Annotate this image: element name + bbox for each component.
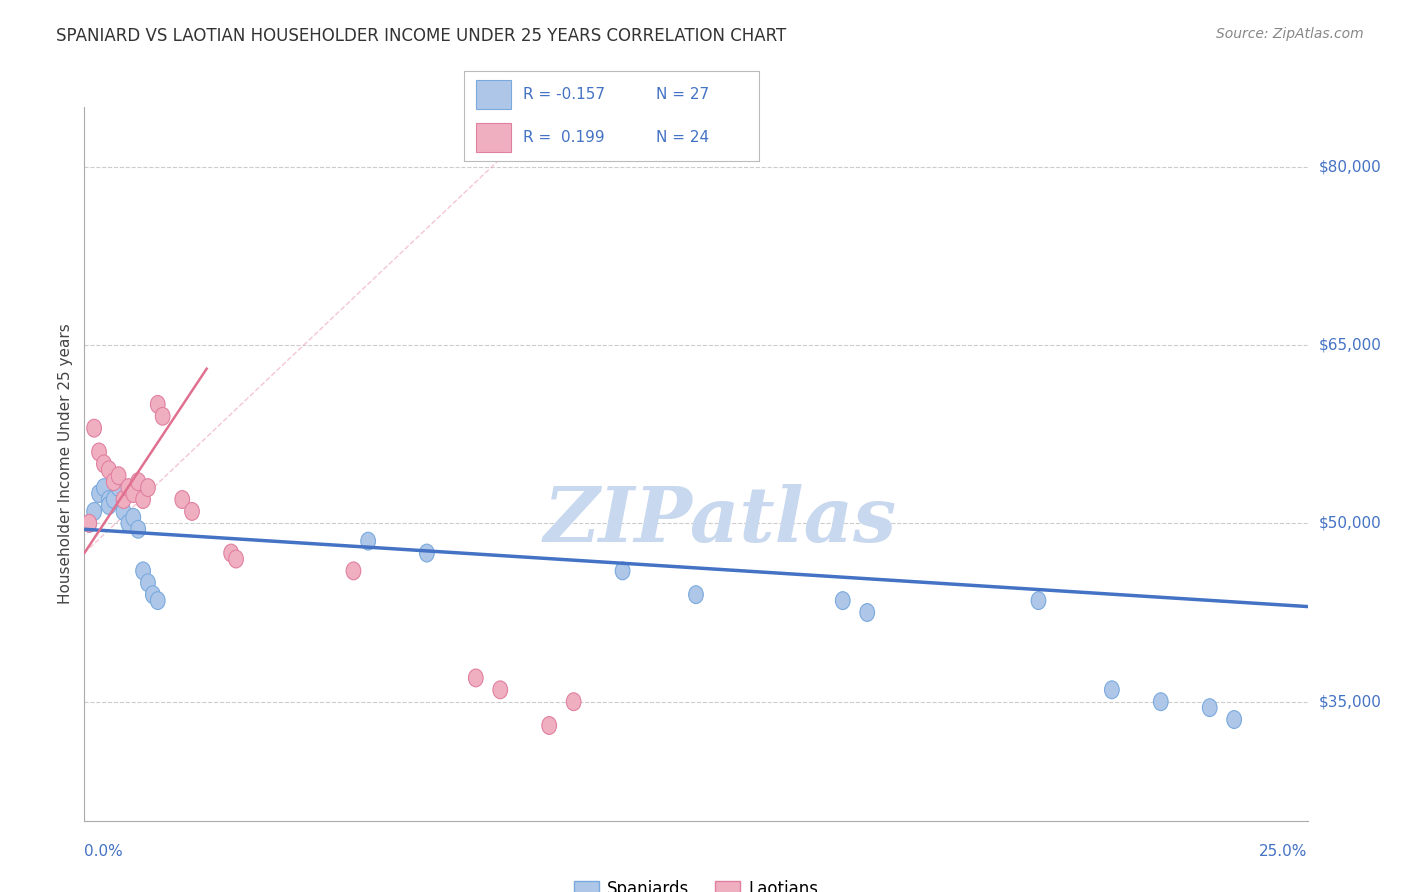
- Ellipse shape: [91, 484, 107, 502]
- Ellipse shape: [131, 520, 146, 538]
- Text: 0.0%: 0.0%: [84, 845, 124, 859]
- Ellipse shape: [184, 502, 200, 520]
- Ellipse shape: [150, 591, 165, 609]
- Text: $50,000: $50,000: [1319, 516, 1382, 531]
- Legend: Spaniards, Laotians: Spaniards, Laotians: [568, 874, 824, 892]
- Ellipse shape: [121, 515, 136, 533]
- Ellipse shape: [229, 550, 243, 568]
- Ellipse shape: [101, 461, 117, 479]
- Ellipse shape: [616, 562, 630, 580]
- Bar: [475, 80, 512, 109]
- Ellipse shape: [117, 502, 131, 520]
- Text: $65,000: $65,000: [1319, 337, 1382, 352]
- Text: R =  0.199: R = 0.199: [523, 130, 605, 145]
- Ellipse shape: [468, 669, 484, 687]
- Ellipse shape: [117, 491, 131, 508]
- Text: N = 27: N = 27: [655, 87, 709, 102]
- Text: SPANIARD VS LAOTIAN HOUSEHOLDER INCOME UNDER 25 YEARS CORRELATION CHART: SPANIARD VS LAOTIAN HOUSEHOLDER INCOME U…: [56, 27, 786, 45]
- Ellipse shape: [107, 491, 121, 508]
- Ellipse shape: [361, 533, 375, 550]
- Ellipse shape: [1202, 698, 1218, 716]
- Ellipse shape: [127, 508, 141, 526]
- Ellipse shape: [1153, 693, 1168, 711]
- Ellipse shape: [136, 562, 150, 580]
- Ellipse shape: [107, 473, 121, 491]
- Ellipse shape: [346, 562, 361, 580]
- Ellipse shape: [87, 419, 101, 437]
- Ellipse shape: [91, 443, 107, 461]
- Ellipse shape: [111, 467, 127, 484]
- Ellipse shape: [860, 604, 875, 622]
- Ellipse shape: [111, 479, 127, 497]
- Text: $80,000: $80,000: [1319, 159, 1382, 174]
- Ellipse shape: [150, 395, 165, 413]
- Ellipse shape: [97, 455, 111, 473]
- Ellipse shape: [121, 479, 136, 497]
- Ellipse shape: [419, 544, 434, 562]
- Ellipse shape: [82, 515, 97, 533]
- Text: 25.0%: 25.0%: [1260, 845, 1308, 859]
- Text: N = 24: N = 24: [655, 130, 709, 145]
- Text: Source: ZipAtlas.com: Source: ZipAtlas.com: [1216, 27, 1364, 41]
- Text: $35,000: $35,000: [1319, 694, 1382, 709]
- Ellipse shape: [87, 502, 101, 520]
- Ellipse shape: [127, 484, 141, 502]
- Ellipse shape: [155, 408, 170, 425]
- Bar: [475, 123, 512, 152]
- Ellipse shape: [141, 574, 155, 591]
- Text: ZIPatlas: ZIPatlas: [544, 484, 897, 558]
- Ellipse shape: [97, 479, 111, 497]
- Ellipse shape: [224, 544, 239, 562]
- Ellipse shape: [567, 693, 581, 711]
- Ellipse shape: [689, 586, 703, 604]
- Ellipse shape: [541, 716, 557, 734]
- Ellipse shape: [1105, 681, 1119, 698]
- Y-axis label: Householder Income Under 25 years: Householder Income Under 25 years: [58, 324, 73, 604]
- Ellipse shape: [141, 479, 155, 497]
- Ellipse shape: [101, 497, 117, 515]
- Ellipse shape: [1031, 591, 1046, 609]
- Ellipse shape: [1227, 711, 1241, 729]
- Ellipse shape: [835, 591, 851, 609]
- Ellipse shape: [136, 491, 150, 508]
- Ellipse shape: [146, 586, 160, 604]
- Text: R = -0.157: R = -0.157: [523, 87, 605, 102]
- Ellipse shape: [82, 515, 97, 533]
- Ellipse shape: [174, 491, 190, 508]
- Ellipse shape: [131, 473, 146, 491]
- Ellipse shape: [494, 681, 508, 698]
- Ellipse shape: [101, 491, 117, 508]
